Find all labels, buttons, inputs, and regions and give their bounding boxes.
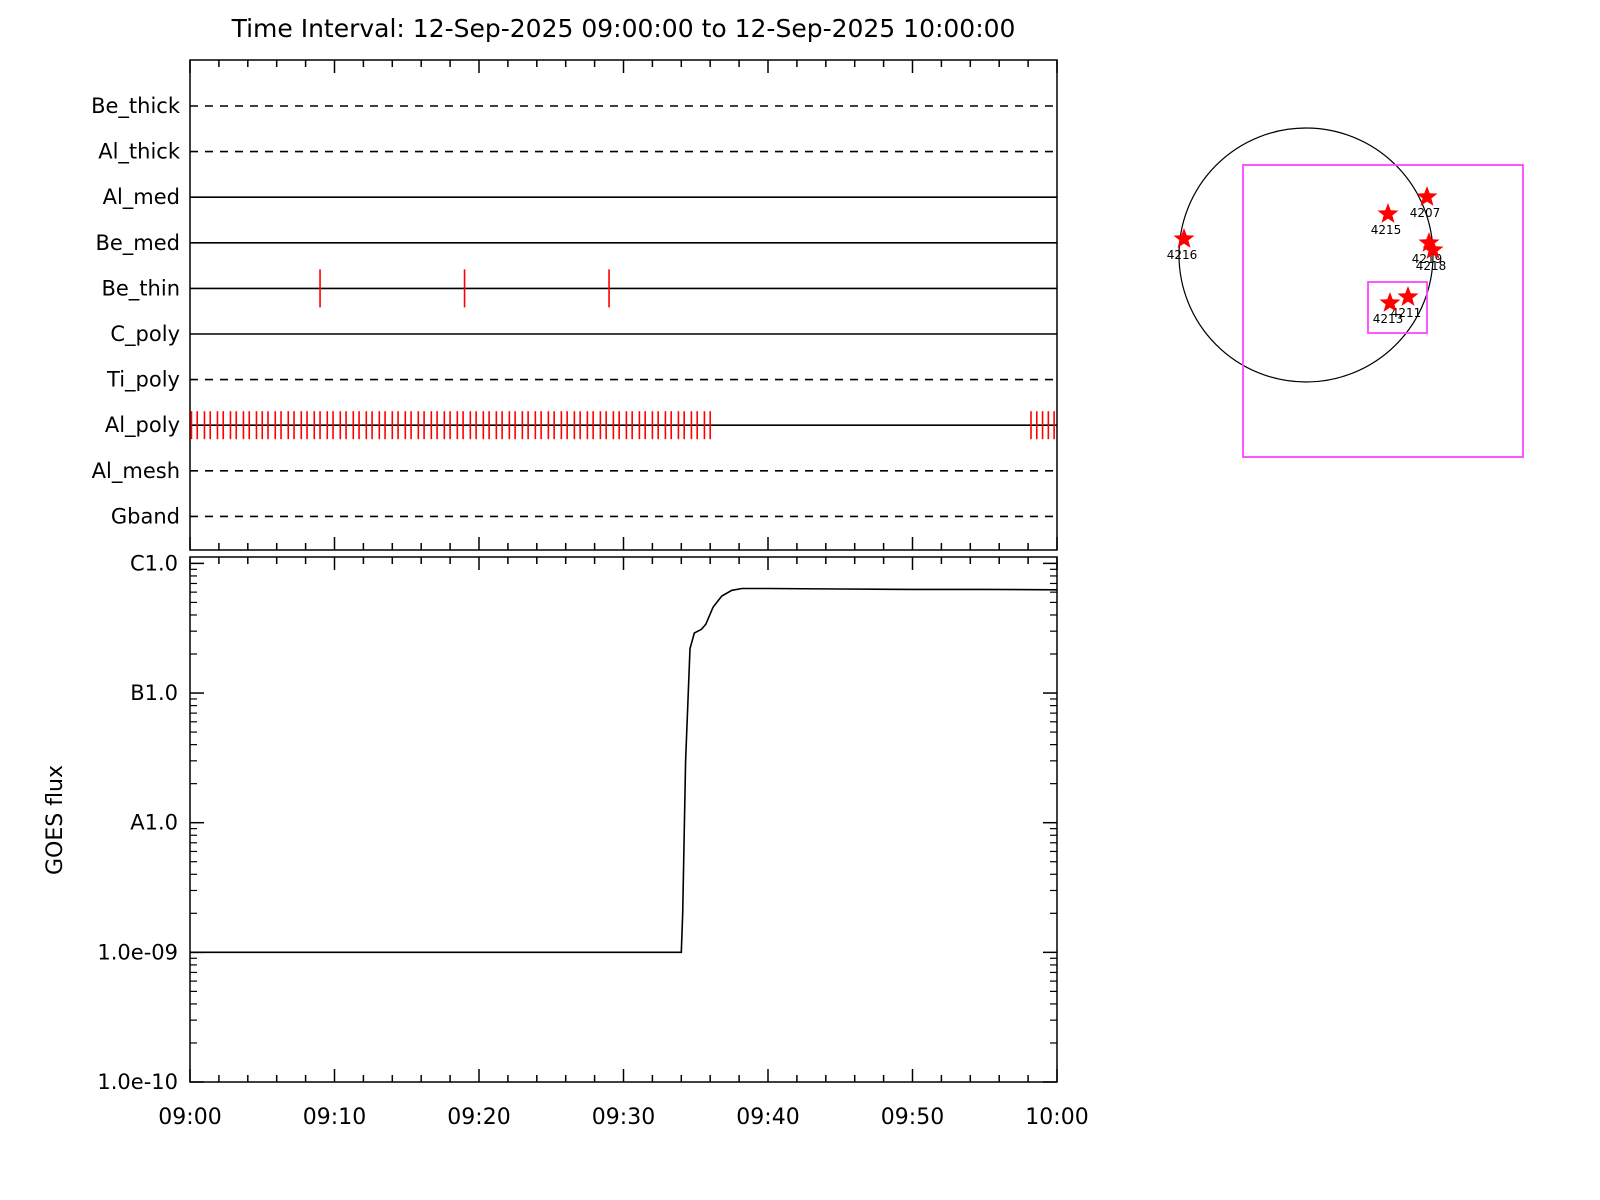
y-tick-label: A1.0: [130, 811, 178, 835]
y-tick-label: B1.0: [130, 681, 178, 705]
channel-label: Be_med: [95, 231, 180, 256]
x-tick-label: 09:40: [736, 1105, 799, 1130]
y-tick-label: 1.0e-09: [97, 940, 178, 964]
channel-label: Al_med: [103, 185, 180, 210]
x-tick-label: 10:00: [1025, 1105, 1088, 1130]
x-tick-label: 09:50: [881, 1105, 944, 1130]
active-region-label: 4207: [1410, 206, 1441, 220]
active-region-marker: [1418, 232, 1440, 252]
active-region-label: 4213: [1373, 312, 1404, 326]
active-region-label: 4211: [1391, 306, 1422, 320]
x-tick-label: 09:10: [303, 1105, 366, 1130]
channel-label: Be_thick: [91, 94, 181, 119]
active-region-marker: [1397, 286, 1419, 306]
channel-label: Be_thin: [101, 276, 180, 301]
active-region-marker: [1377, 203, 1399, 223]
plot-title: Time Interval: 12-Sep-2025 09:00:00 to 1…: [231, 14, 1016, 43]
goes-frame: [189, 556, 1058, 1083]
active-region-marker: [1379, 292, 1401, 312]
solar-disk: [1178, 127, 1434, 383]
x-tick-label: 09:20: [447, 1105, 510, 1130]
active-region-marker: [1422, 239, 1444, 259]
x-tick-label: 09:00: [158, 1105, 221, 1130]
channel-label: Ti_poly: [106, 368, 180, 393]
active-region-label: 4215: [1371, 223, 1402, 237]
channel-label: Al_thick: [98, 140, 181, 165]
target-box: [1367, 281, 1428, 334]
channel-label: Al_poly: [105, 413, 180, 438]
active-region-label: 4216: [1167, 248, 1198, 262]
y-axis-title: GOES flux: [43, 765, 68, 875]
channel-label: Gband: [111, 504, 180, 528]
active-region-marker: [1173, 228, 1195, 248]
y-tick-label: 1.0e-10: [97, 1070, 178, 1094]
x-tick-label: 09:30: [592, 1105, 655, 1130]
channel-label: C_poly: [110, 322, 180, 347]
channel-label: Al_mesh: [92, 459, 180, 484]
goes-flux-line: [190, 587, 1058, 954]
y-tick-label: C1.0: [130, 551, 178, 575]
active-region-marker: [1416, 186, 1438, 206]
active-region-label: 4218: [1416, 259, 1447, 273]
fov-box: [1242, 164, 1524, 458]
